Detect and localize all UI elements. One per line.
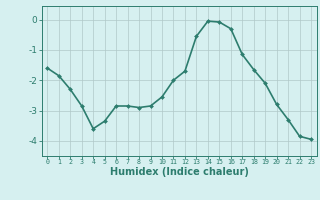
X-axis label: Humidex (Indice chaleur): Humidex (Indice chaleur) [110,167,249,177]
